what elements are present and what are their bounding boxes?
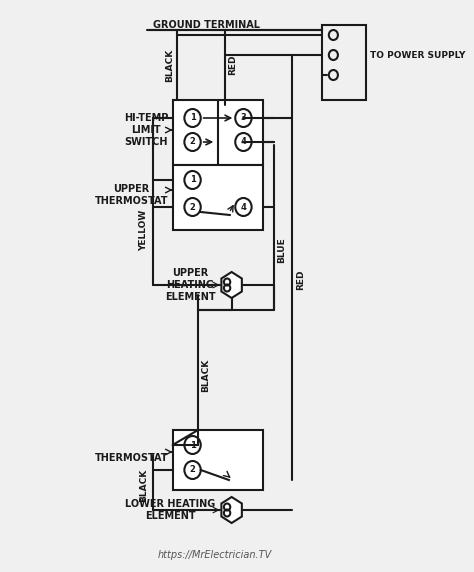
Polygon shape <box>221 272 242 298</box>
Text: TO POWER SUPPLY: TO POWER SUPPLY <box>370 50 465 59</box>
Circle shape <box>184 171 201 189</box>
Text: 2: 2 <box>190 137 195 146</box>
Text: YELLOW: YELLOW <box>139 209 148 251</box>
Bar <box>173 165 264 230</box>
Text: 3: 3 <box>241 113 246 122</box>
Text: 2: 2 <box>190 466 195 475</box>
Bar <box>322 25 366 100</box>
Circle shape <box>235 109 252 127</box>
Text: BLACK: BLACK <box>139 468 148 502</box>
Text: LOWER HEATING
ELEMENT: LOWER HEATING ELEMENT <box>125 499 215 521</box>
Circle shape <box>184 109 201 127</box>
Circle shape <box>235 133 252 151</box>
Text: 1: 1 <box>190 113 195 122</box>
Text: UPPER
HEATING
ELEMENT: UPPER HEATING ELEMENT <box>164 268 215 301</box>
Circle shape <box>184 436 201 454</box>
Bar <box>173 430 264 490</box>
Circle shape <box>184 461 201 479</box>
Text: BLACK: BLACK <box>201 359 210 392</box>
Circle shape <box>184 133 201 151</box>
Text: THERMOSTAT: THERMOSTAT <box>94 453 168 463</box>
Circle shape <box>235 198 252 216</box>
Text: 4: 4 <box>240 202 246 212</box>
Text: 2: 2 <box>190 202 195 212</box>
Text: BLACK: BLACK <box>165 49 174 82</box>
Text: GROUND TERMINAL: GROUND TERMINAL <box>153 20 260 30</box>
Circle shape <box>184 198 201 216</box>
Text: UPPER
THERMOSTAT: UPPER THERMOSTAT <box>94 184 168 206</box>
Text: 4: 4 <box>240 137 246 146</box>
Text: https://MrElectrician.TV: https://MrElectrician.TV <box>158 550 273 560</box>
Bar <box>173 100 264 165</box>
Polygon shape <box>221 497 242 523</box>
Text: 1: 1 <box>190 440 195 450</box>
Text: RED: RED <box>228 55 237 76</box>
Text: HI-TEMP
LIMIT
SWITCH: HI-TEMP LIMIT SWITCH <box>124 113 168 146</box>
Text: 1: 1 <box>190 176 195 185</box>
Text: RED: RED <box>296 270 305 290</box>
Text: BLUE: BLUE <box>277 237 286 263</box>
